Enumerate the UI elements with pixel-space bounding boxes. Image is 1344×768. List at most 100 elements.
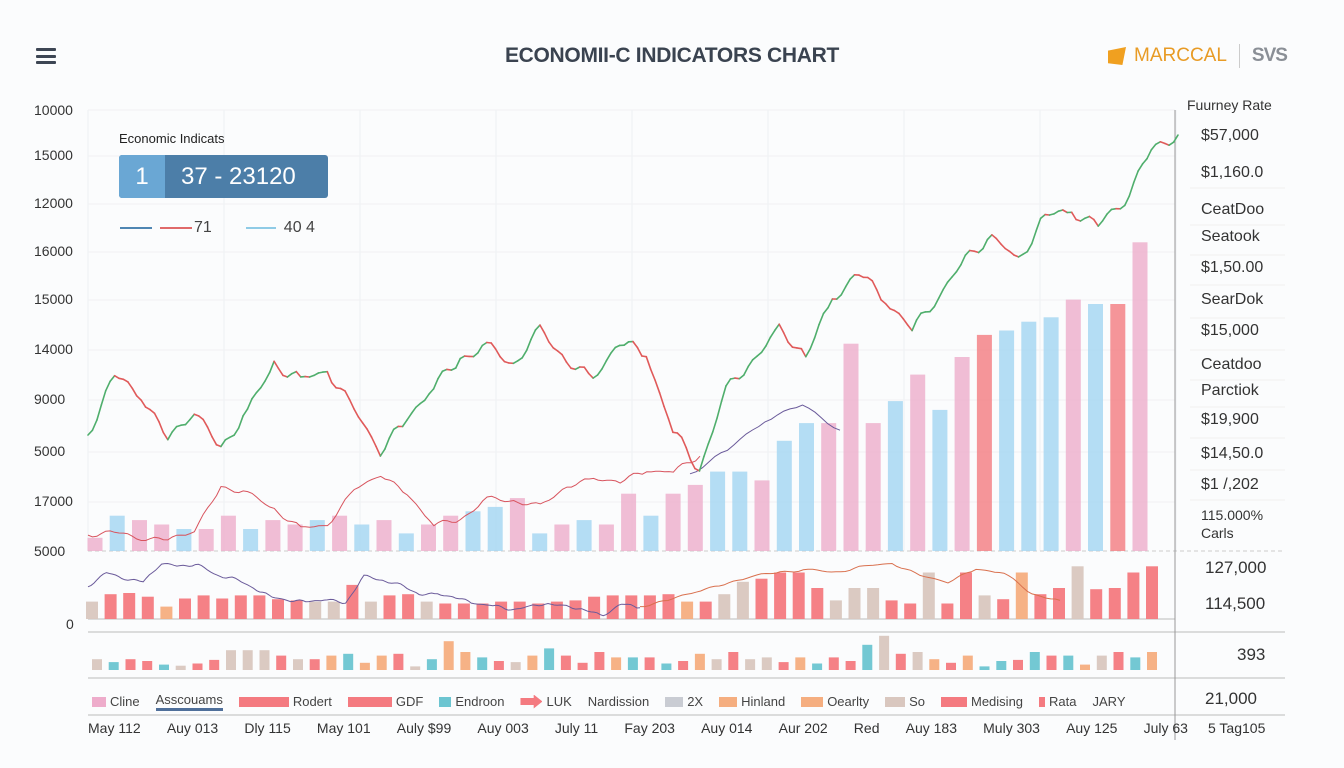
price-line-segment xyxy=(1097,219,1104,227)
bar xyxy=(885,600,898,619)
price-line-segment xyxy=(1022,250,1029,256)
bar xyxy=(843,343,859,551)
bar xyxy=(476,603,489,619)
legend-item[interactable]: 2X xyxy=(665,694,703,709)
avatar[interactable]: SVS xyxy=(1251,45,1288,66)
right-axis-label: 393 xyxy=(1237,645,1266,664)
price-line-segment xyxy=(742,365,750,376)
range-display[interactable]: 1 37 - 23120 xyxy=(119,155,328,198)
price-line-segment xyxy=(818,312,825,326)
price-line-segment xyxy=(1070,211,1077,221)
legend-item[interactable]: LUK xyxy=(520,694,572,709)
price-line-segment xyxy=(1031,229,1037,245)
price-line-segment xyxy=(1146,148,1153,160)
legend-label: Endroon xyxy=(455,694,505,709)
bar xyxy=(755,578,768,619)
bar xyxy=(962,655,973,670)
price-line-segment xyxy=(1141,157,1148,165)
right-axis-label: $1 /,202 xyxy=(1201,476,1259,493)
price-line-segment xyxy=(330,381,337,389)
price-line-segment xyxy=(450,367,457,371)
bar xyxy=(999,330,1015,551)
bar xyxy=(465,511,481,551)
bar xyxy=(879,635,890,670)
bar xyxy=(728,652,739,670)
bar xyxy=(272,599,284,619)
legend-label: GDF xyxy=(395,694,424,709)
bar xyxy=(398,533,414,551)
legend-item[interactable]: Medising xyxy=(941,694,1023,709)
menu-button[interactable] xyxy=(36,48,56,64)
bar xyxy=(554,524,570,551)
price-line-segment xyxy=(915,312,922,321)
legend-swatch xyxy=(941,696,967,707)
price-line-segment xyxy=(809,336,816,350)
bar xyxy=(848,588,861,619)
price-line-segment xyxy=(167,431,173,441)
legend-item[interactable]: Asscouams xyxy=(155,692,223,711)
legend-item[interactable]: Cline xyxy=(92,694,140,709)
legend-label: Nardission xyxy=(587,694,650,709)
legend-item[interactable]: Rodert xyxy=(238,694,332,709)
price-line-segment xyxy=(565,361,572,370)
legend-label: So xyxy=(909,694,925,709)
legend-item[interactable]: Oearlty xyxy=(801,694,869,709)
bar xyxy=(745,659,756,670)
brand[interactable]: MARCCAL SVS xyxy=(1108,44,1288,68)
legend-swatch xyxy=(885,696,906,707)
price-line-segment xyxy=(1053,210,1060,215)
bar xyxy=(929,659,940,670)
bar xyxy=(242,650,253,670)
price-line-segment xyxy=(609,346,617,355)
right-axis-label: 114,500 xyxy=(1205,594,1266,613)
price-line-segment xyxy=(601,359,608,370)
legend-item[interactable]: Rata xyxy=(1039,694,1077,709)
bar xyxy=(627,657,638,670)
price-line-segment xyxy=(220,438,227,448)
price-line-segment xyxy=(680,436,688,449)
price-line-segment xyxy=(162,431,169,441)
bar xyxy=(160,606,173,619)
price-line-segment xyxy=(521,349,528,359)
right-axis-label: Carls xyxy=(1201,525,1234,541)
legend-item[interactable]: JARY xyxy=(1093,694,1126,709)
bar xyxy=(732,471,748,551)
legend-item[interactable]: GDF xyxy=(347,694,424,709)
price-line-segment xyxy=(202,418,209,429)
price-line-segment xyxy=(561,353,568,364)
legend-item[interactable]: Endroon xyxy=(439,694,504,709)
x-tick-label: Aur 202 xyxy=(778,720,828,736)
bar xyxy=(343,653,354,670)
price-line-segment xyxy=(929,305,936,313)
price-line-segment xyxy=(738,374,745,380)
x-tick-label: Auy 003 xyxy=(477,720,529,736)
price-line-segment xyxy=(911,319,918,332)
legend-item[interactable]: So xyxy=(885,694,925,709)
bar xyxy=(527,655,538,670)
price-line-segment xyxy=(827,298,834,309)
bar xyxy=(376,655,387,670)
legend-item[interactable]: Hinland xyxy=(719,694,785,709)
middle-purple-line xyxy=(87,562,641,617)
price-line-segment xyxy=(893,309,900,315)
price-line-segment xyxy=(667,417,674,434)
price-line-segment xyxy=(813,323,820,339)
bar xyxy=(694,653,705,670)
price-line-segment xyxy=(787,341,794,349)
price-line-segment xyxy=(104,380,111,392)
y-tick-label: 17000 xyxy=(34,493,73,509)
bar xyxy=(109,515,125,551)
price-line-segment xyxy=(592,374,599,379)
price-line-segment xyxy=(91,419,98,432)
right-axis-label: $1,50.00 xyxy=(1201,259,1264,276)
bar xyxy=(718,594,731,619)
bar xyxy=(812,663,823,670)
legend-swatch xyxy=(92,696,106,707)
legend-label: Medising xyxy=(971,694,1024,709)
price-line-segment xyxy=(251,391,258,400)
x-tick-label: Dly 115 xyxy=(244,720,291,736)
legend-item[interactable]: Nardission xyxy=(588,694,649,709)
bar xyxy=(774,572,787,619)
price-line-segment xyxy=(960,254,967,266)
price-line-segment xyxy=(552,346,559,352)
